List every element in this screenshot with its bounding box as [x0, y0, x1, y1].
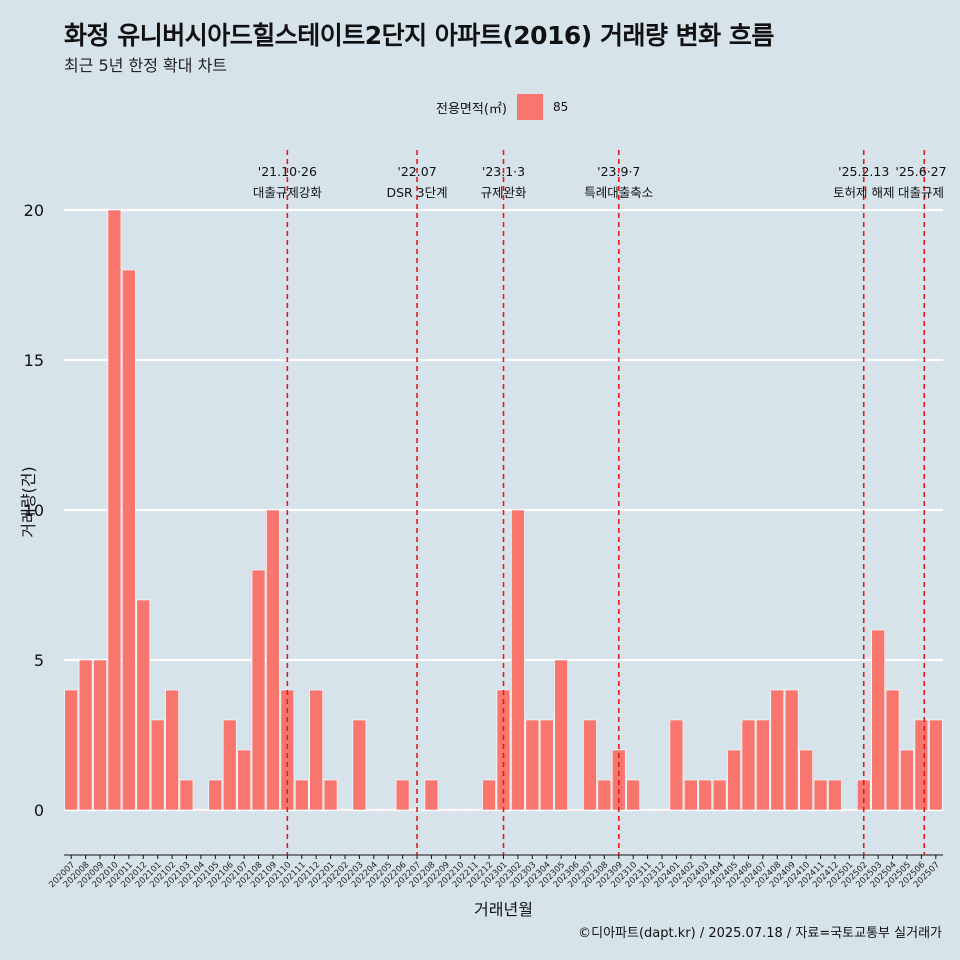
bar-202101 [150, 719, 165, 811]
bar-202205 [381, 809, 396, 812]
bar-202311 [640, 809, 655, 812]
bar-202210 [453, 809, 468, 812]
bar-202406 [741, 719, 756, 811]
chart-title: 화정 유니버시아드힐스테이트2단지 아파트(2016) 거래량 변화 흐름 [64, 21, 774, 50]
bar-202312 [655, 809, 669, 812]
bar-202008 [78, 659, 93, 811]
bar-202507 [929, 719, 943, 811]
bar-202503 [871, 629, 885, 811]
bar-202303 [525, 719, 540, 811]
bar-202404 [712, 779, 727, 811]
source-caption: ©디아파트(dapt.kr) / 2025.07.18 / 자료=국토교통부 실… [578, 926, 942, 941]
bar-202310 [626, 779, 640, 811]
bar-202209 [439, 809, 453, 812]
event-name-label: 특례대출축소 [584, 185, 653, 200]
event-date-label: '21.10·26 [258, 164, 317, 179]
legend-item-label: 85 [552, 100, 569, 114]
bar-202306 [568, 809, 583, 812]
y-tick-label: 15 [24, 351, 44, 370]
event-name-label: 대출규제강화 [253, 185, 323, 200]
bar-202308 [597, 779, 612, 811]
event-date-label: '25.2.13 [838, 164, 889, 179]
bar-202302 [511, 509, 525, 811]
event-name-label: 대출규제 [898, 185, 944, 200]
bar-202304 [539, 719, 554, 811]
bar-202106 [222, 719, 237, 811]
event-date-label: '23.1·3 [482, 164, 525, 179]
bar-202405 [727, 749, 741, 811]
bar-202201 [323, 779, 338, 811]
event-name-label: DSR 3단계 [386, 185, 447, 200]
bar-202204 [367, 809, 381, 812]
legend: 전용면적(㎡) 85 [436, 93, 568, 121]
bar-202409 [784, 689, 799, 811]
chart-subtitle: 최근 5년 한정 확대 차트 [64, 56, 228, 75]
bar-202504 [885, 689, 900, 811]
bar-202401 [669, 719, 684, 811]
bar-202506 [914, 719, 929, 811]
bar-202206 [395, 779, 410, 811]
bar-202102 [165, 689, 179, 811]
x-axis-title: 거래년월 [474, 900, 533, 919]
bar-202007 [64, 689, 78, 811]
legend-title: 전용면적(㎡) [436, 101, 507, 117]
y-axis-title: 거래량(건) [19, 466, 38, 537]
bar-202408 [770, 689, 785, 811]
bar-202403 [698, 779, 713, 811]
bar-202212 [482, 779, 496, 811]
bar-202202 [338, 809, 352, 812]
bar-202412 [828, 779, 842, 811]
bar-202411 [813, 779, 828, 811]
bar-202410 [799, 749, 813, 811]
y-tick-label: 10 [24, 501, 44, 520]
bar-202107 [237, 749, 251, 811]
bar-202501 [842, 809, 857, 812]
event-name-label: 규제완화 [480, 185, 527, 200]
bar-202203 [352, 719, 367, 811]
bar-202208 [424, 779, 439, 811]
bar-202011 [122, 269, 136, 811]
bar-202305 [554, 659, 568, 811]
bar-202402 [684, 779, 698, 811]
bar-202108 [251, 569, 266, 811]
legend-key-swatch [516, 94, 543, 120]
event-date-label: '22.07 [397, 164, 436, 179]
bar-202112 [309, 689, 323, 811]
event-date-label: '23.9·7 [597, 164, 640, 179]
bar-202505 [900, 749, 914, 811]
bar-202104 [194, 809, 208, 812]
event-name-label: 토허제 해제 [833, 185, 894, 200]
bar-202109 [266, 509, 280, 811]
bar-202103 [179, 779, 194, 811]
bar-202009 [93, 659, 107, 811]
bar-202407 [756, 719, 770, 811]
y-tick-label: 5 [34, 651, 44, 670]
bar-202307 [583, 719, 597, 811]
y-tick-label: 20 [24, 201, 44, 220]
bar-202111 [294, 779, 309, 811]
bar-202010 [107, 209, 122, 811]
bar-202105 [208, 779, 223, 811]
bar-202012 [136, 599, 151, 811]
bar-202211 [467, 809, 482, 812]
y-tick-label: 0 [34, 801, 44, 820]
event-date-label: '25.6·27 [895, 164, 946, 179]
